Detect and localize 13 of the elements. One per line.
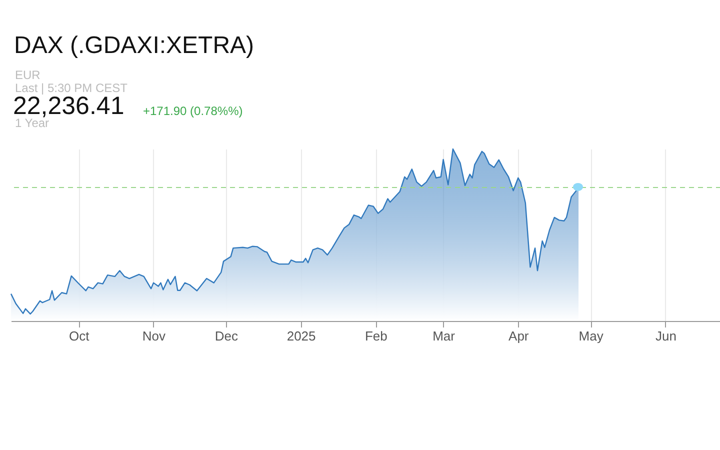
x-tick-label: 2025 bbox=[286, 328, 316, 344]
x-tick-label: Dec bbox=[214, 328, 238, 344]
x-tick-label: Oct bbox=[69, 328, 90, 344]
chart-title: DAX (.GDAXI:XETRA) bbox=[14, 32, 254, 60]
chart-subtitle: EUR bbox=[15, 68, 40, 82]
x-tick-label: May bbox=[578, 328, 604, 344]
text: Last | 5:30 PM CEST bbox=[15, 81, 128, 95]
x-tick-label: Jun bbox=[655, 328, 676, 344]
x-tick-label: Nov bbox=[142, 328, 166, 344]
x-tick-label: Mar bbox=[432, 328, 456, 344]
text: +171.90 (0.78%%) bbox=[143, 104, 243, 118]
x-tick-label: Apr bbox=[508, 328, 530, 344]
x-tick-label: Feb bbox=[364, 328, 388, 344]
